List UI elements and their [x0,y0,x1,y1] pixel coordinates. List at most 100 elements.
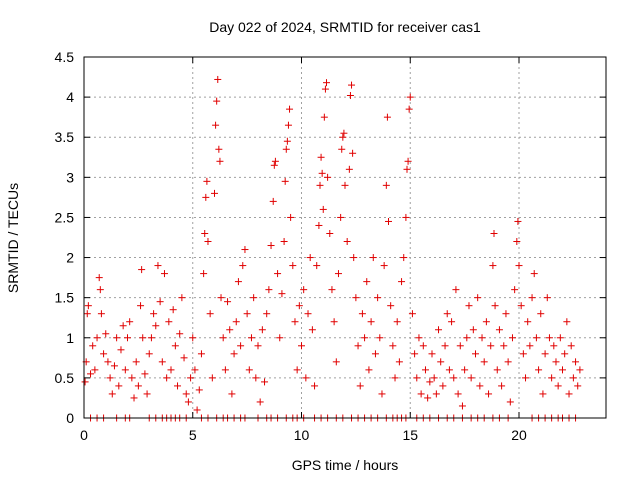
data-point [489,262,497,270]
data-point [184,398,192,406]
data-point [324,173,332,181]
data-point [548,374,556,382]
data-point [490,229,498,237]
data-point [281,177,289,185]
data-point [319,205,327,213]
data-point [163,374,171,382]
data-point [261,378,269,386]
data-point [134,382,142,390]
data-point [250,294,258,302]
data-point [541,350,549,358]
data-point [203,177,211,185]
data-point [389,342,397,350]
data-point [465,302,473,310]
data-point [556,334,564,342]
data-point [287,213,295,221]
x-tick-label: 15 [402,427,418,443]
data-point [230,350,238,358]
data-point [340,129,348,137]
data-point [271,157,279,165]
data-point [472,350,479,358]
x-axis-label: GPS time / hours [292,457,399,473]
data-point [561,350,569,358]
y-tick-label: 3 [66,169,74,185]
data-point [217,294,225,302]
data-point [450,374,458,382]
data-point [502,310,510,318]
data-point [369,254,377,262]
data-point [200,270,208,278]
data-point [383,113,391,121]
data-point [382,181,390,189]
data-point [245,366,253,374]
data-point [219,334,227,342]
data-point [208,374,216,382]
data-point [574,382,582,390]
data-point [454,390,462,398]
x-tick-label: 20 [511,427,527,443]
x-tick-label: 0 [80,427,88,443]
data-point [89,342,97,350]
data-point [485,390,493,398]
data-point [563,318,571,326]
data-point [402,213,410,221]
data-point [522,374,530,382]
data-point [276,334,284,342]
data-point [393,318,401,326]
data-point [239,262,247,270]
data-point [345,165,353,173]
data-point [506,398,514,406]
data-point [504,358,512,366]
data-point [400,254,408,262]
data-point [201,229,209,237]
data-point [576,366,584,374]
data-point [147,334,155,342]
data-point [415,334,423,342]
data-point [150,310,158,318]
data-point [241,246,249,254]
data-point [115,382,123,390]
data-point [228,390,236,398]
data-point [448,318,456,326]
data-point [315,221,323,229]
data-point [234,278,242,286]
data-point [206,310,214,318]
y-tick-label: 1 [66,330,74,346]
data-point [365,366,373,374]
data-point [524,318,532,326]
data-point [270,161,278,169]
data-point [171,342,179,350]
data-point [302,374,310,382]
data-point [126,318,134,326]
data-point [443,310,451,318]
data-point [513,238,521,246]
data-point [405,105,413,113]
y-tick-label: 0.5 [55,370,75,386]
data-point [138,266,146,274]
data-point [535,366,543,374]
data-point [376,334,384,342]
data-point [387,302,395,310]
data-point [278,290,286,298]
data-point [308,326,316,334]
data-point [456,342,464,350]
data-point [156,298,164,306]
data-point [283,137,291,145]
data-point [191,366,199,374]
data-point [458,402,466,410]
data-point [514,217,522,225]
data-point [84,302,92,310]
data-point [293,366,301,374]
data-point [212,121,220,129]
data-point [426,378,434,386]
grid [84,57,606,418]
data-point [130,394,138,402]
data-point [569,374,577,382]
data-point [545,334,553,342]
data-point [137,302,145,310]
data-point [128,374,136,382]
data-point [430,374,438,382]
data-point [346,92,354,100]
data-point [567,342,575,350]
data-point [284,121,292,129]
